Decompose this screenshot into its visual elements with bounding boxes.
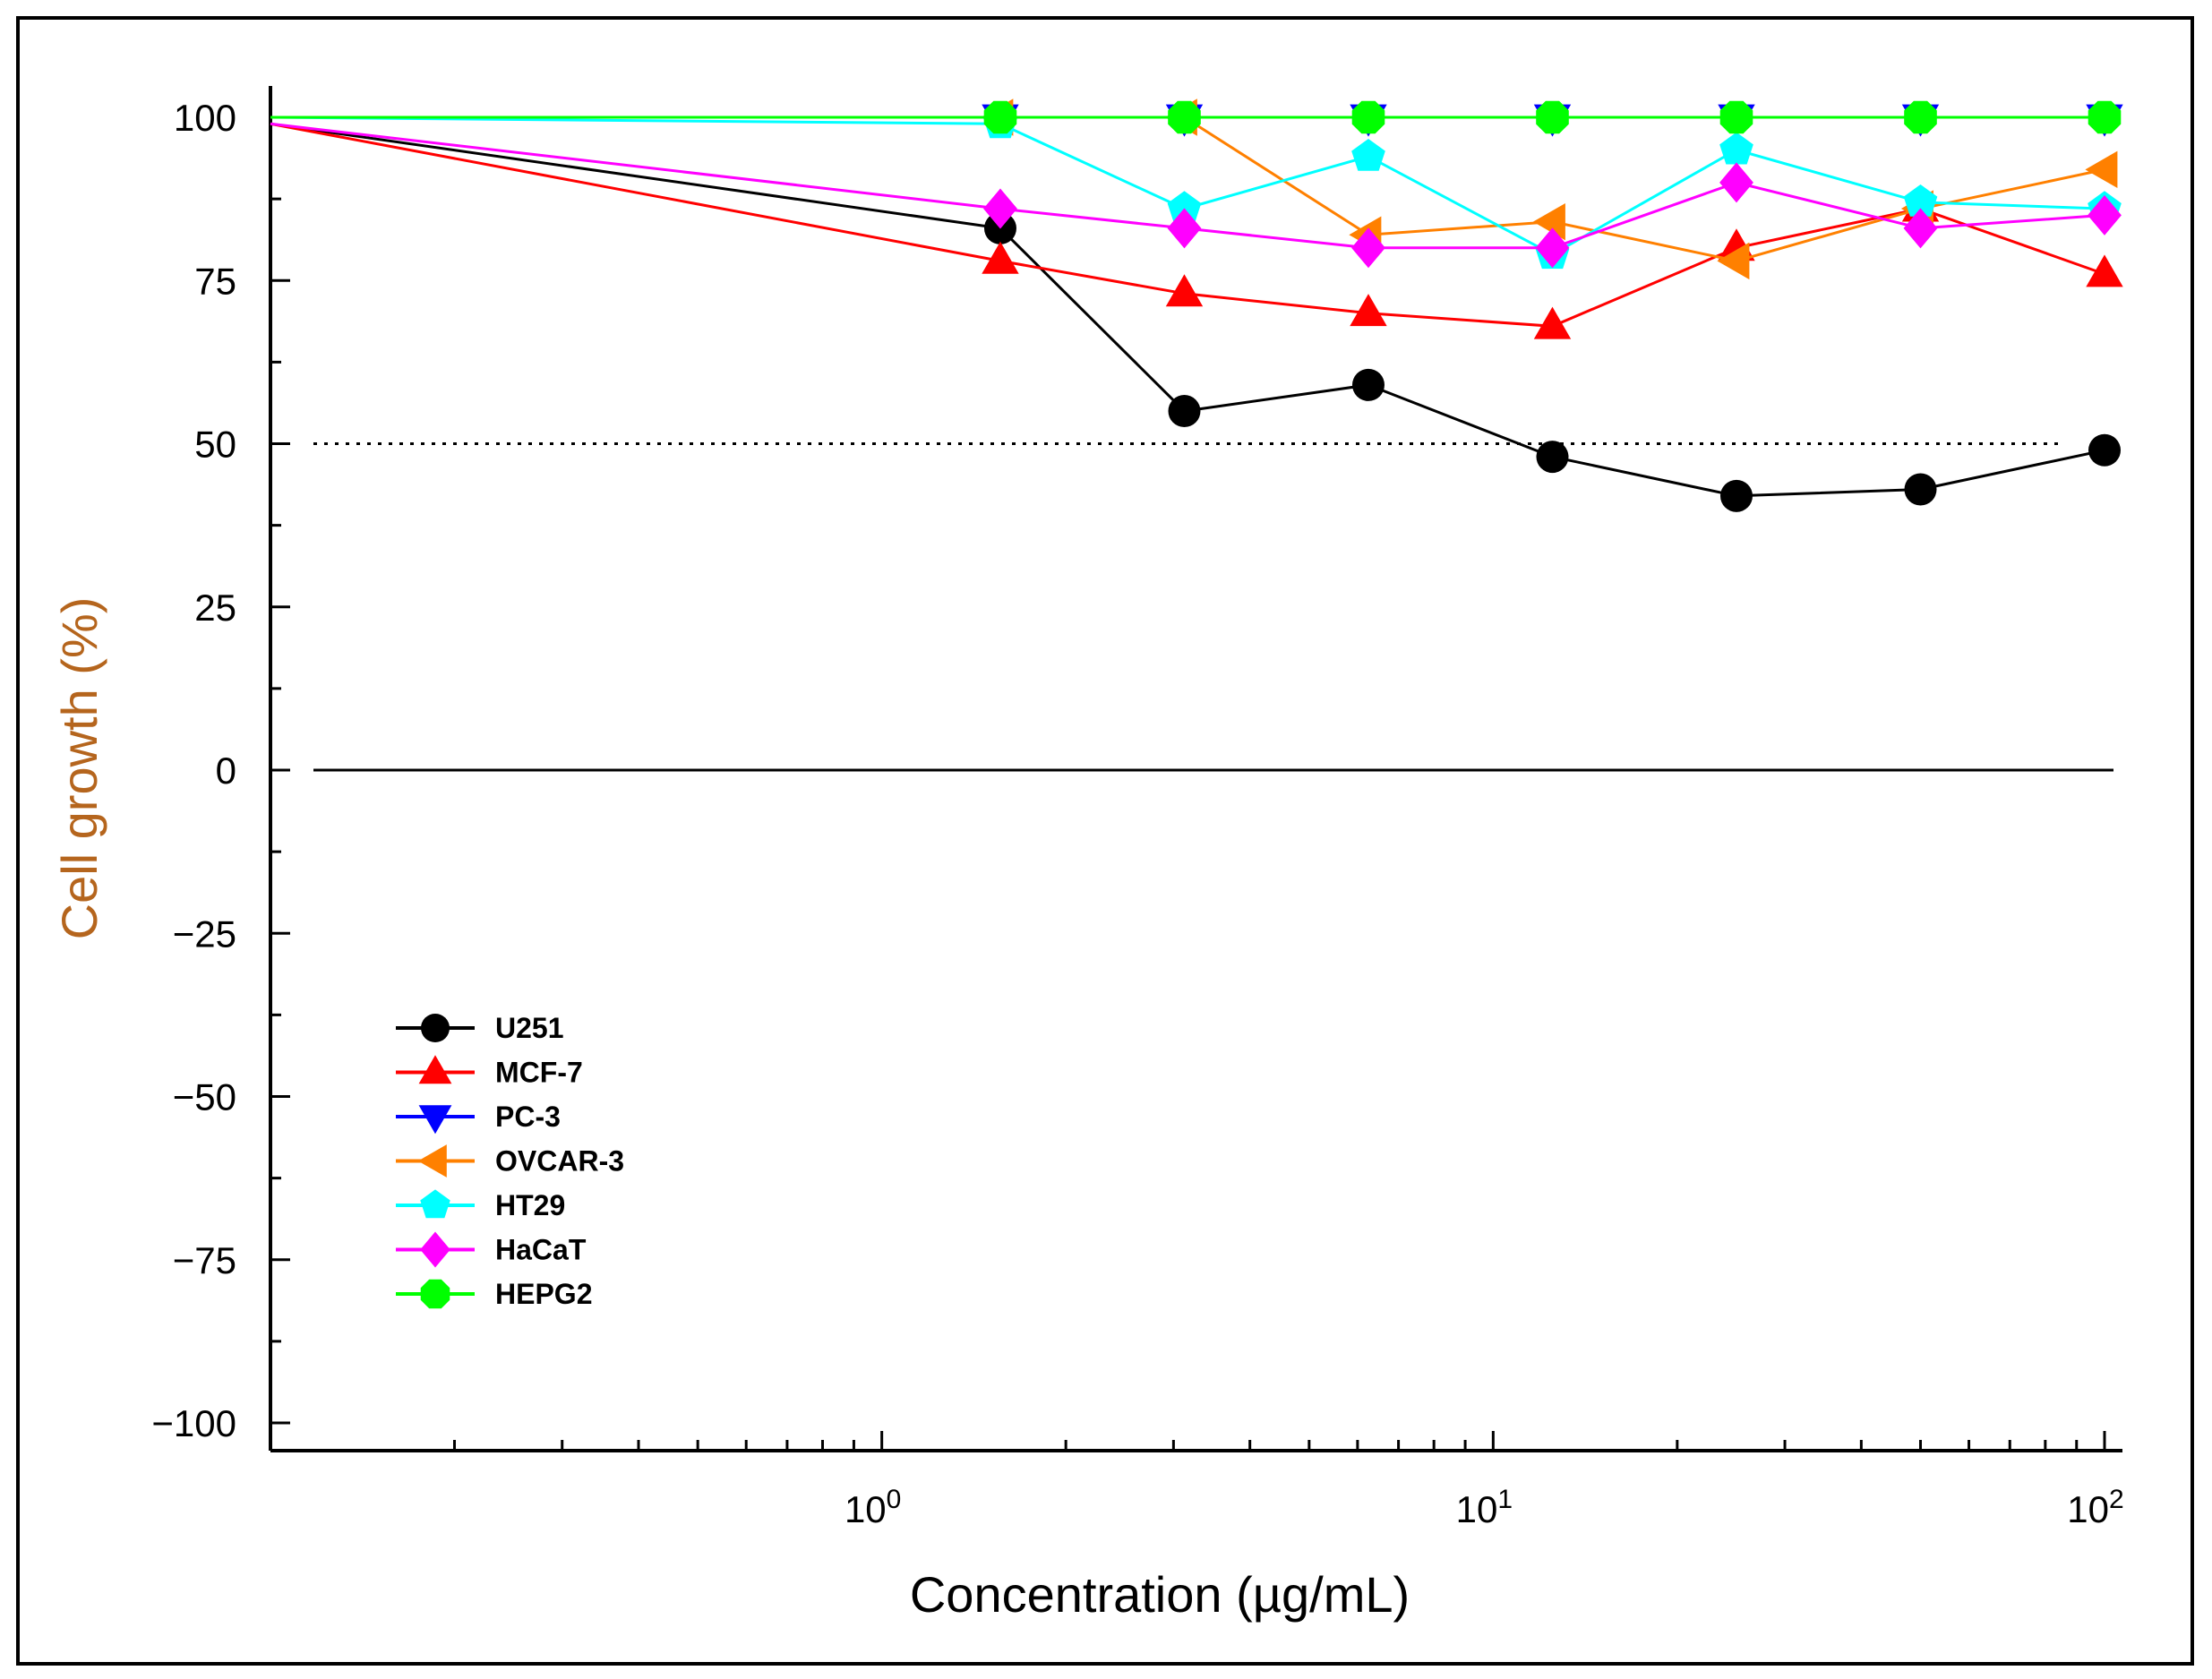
- data-point-mcf-7: [2086, 254, 2123, 287]
- data-point-hepg2: [1536, 100, 1569, 134]
- data-point-ovcar-3: [2085, 150, 2118, 189]
- reference-lines: [313, 442, 2113, 772]
- data-point-u251: [2088, 433, 2121, 467]
- legend-label: HaCaT: [495, 1234, 587, 1266]
- legend-item-ovcar-3: OVCAR-3: [396, 1144, 624, 1178]
- data-point-hacat: [1903, 208, 1938, 249]
- x-ticks: 100 101 102: [269, 1431, 2124, 1530]
- legend-label: HEPG2: [495, 1278, 592, 1310]
- data-point-ht29: [1903, 184, 1938, 217]
- data-point-u251: [1351, 368, 1385, 401]
- legend-item-hepg2: HEPG2: [396, 1278, 592, 1310]
- series-group: [270, 99, 2123, 512]
- y-tick-label: 75: [194, 260, 236, 302]
- data-point-hacat: [1719, 162, 1753, 203]
- series-hepg2: [270, 100, 2122, 134]
- y-tick-label: 25: [194, 587, 236, 629]
- legend-marker-u251: [421, 1014, 450, 1042]
- data-point-mcf-7: [982, 241, 1019, 274]
- y-axis-title: Cell growth (%): [51, 597, 107, 940]
- legend-item-ht29: HT29: [396, 1189, 565, 1221]
- data-point-hepg2: [1904, 100, 1937, 134]
- legend-marker-ovcar-3: [417, 1144, 447, 1178]
- legend-item-pc-3: PC-3: [396, 1101, 561, 1135]
- y-tick-label: 0: [216, 750, 236, 792]
- x-tick-label: 102: [2067, 1485, 2123, 1530]
- y-tick-label: −75: [173, 1239, 236, 1281]
- legend-marker-mcf-7: [418, 1055, 452, 1084]
- data-point-hacat: [983, 188, 1017, 229]
- series-u251: [270, 122, 2121, 512]
- data-point-hacat: [2088, 194, 2122, 236]
- series-line-mcf-7: [270, 122, 2105, 328]
- data-point-u251: [1904, 473, 1937, 506]
- data-point-mcf-7: [1533, 306, 1572, 339]
- data-point-hepg2: [2088, 100, 2122, 134]
- axes: [269, 86, 2122, 1452]
- data-point-u251: [1536, 441, 1569, 474]
- legend-item-hacat: HaCaT: [396, 1231, 587, 1268]
- x-axis-title: Concentration (µg/mL): [910, 1566, 1410, 1623]
- y-tick-label: 50: [194, 424, 236, 466]
- legend-item-mcf-7: MCF-7: [396, 1055, 583, 1089]
- data-point-hepg2: [1168, 100, 1201, 134]
- x-tick-label: 101: [1456, 1485, 1513, 1530]
- legend-label: PC-3: [495, 1101, 561, 1133]
- series-line-ht29: [270, 116, 2105, 256]
- data-point-ht29: [1351, 138, 1385, 171]
- figure-frame: [16, 16, 2194, 1666]
- y-tick-label: −50: [173, 1076, 236, 1118]
- data-point-u251: [1719, 479, 1753, 512]
- legend-label: HT29: [495, 1189, 565, 1221]
- data-point-mcf-7: [1165, 274, 1204, 307]
- legend: U251 MCF-7 PC-3 OVCAR-3 HT29 HaCaT HEPG2: [396, 1012, 624, 1310]
- data-point-hacat: [1351, 227, 1385, 269]
- y-tick-label: −25: [173, 912, 236, 955]
- data-point-ovcar-3: [1532, 202, 1565, 241]
- legend-marker-hacat: [420, 1231, 450, 1268]
- legend-label: MCF-7: [495, 1057, 583, 1089]
- series-hacat: [270, 122, 2122, 269]
- legend-marker-hepg2: [420, 1279, 450, 1309]
- data-point-u251: [1168, 395, 1201, 428]
- data-point-hacat: [1535, 227, 1570, 269]
- data-point-ht29: [1719, 132, 1753, 165]
- legend-item-u251: U251: [396, 1012, 564, 1044]
- data-point-ht29: [1167, 191, 1202, 224]
- data-point-hacat: [1167, 208, 1202, 249]
- x-tick-label: 100: [845, 1485, 901, 1530]
- y-tick-label: 100: [174, 97, 236, 139]
- series-line-hacat: [270, 122, 2105, 250]
- data-point-ovcar-3: [1717, 242, 1750, 280]
- legend-label: U251: [495, 1012, 564, 1044]
- data-point-hepg2: [1351, 100, 1385, 134]
- legend-marker-pc-3: [418, 1105, 452, 1135]
- series-mcf-7: [270, 122, 2123, 339]
- y-tick-label: −100: [151, 1402, 236, 1444]
- data-point-hepg2: [1719, 100, 1753, 134]
- data-point-mcf-7: [1350, 294, 1387, 327]
- series-line-u251: [270, 122, 2105, 498]
- legend-label: OVCAR-3: [495, 1145, 624, 1178]
- data-point-hepg2: [983, 100, 1017, 134]
- legend-marker-ht29: [420, 1189, 450, 1219]
